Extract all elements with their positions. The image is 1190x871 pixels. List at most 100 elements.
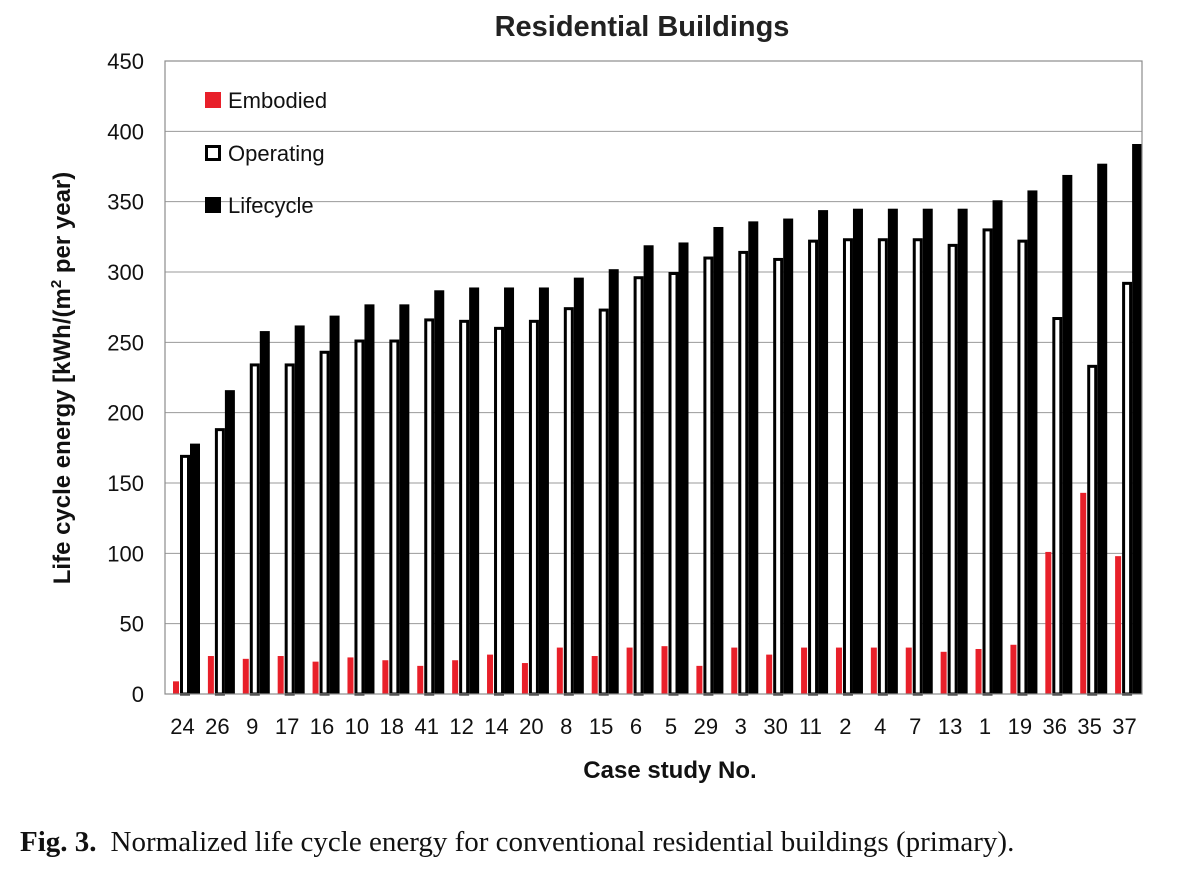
bar-operating [703, 256, 714, 696]
x-tick-label: 18 [380, 714, 404, 739]
bar-operating [494, 326, 505, 696]
x-tick-label: 8 [560, 714, 572, 739]
y-tick-label: 450 [107, 49, 144, 74]
y-tick-label: 100 [107, 541, 144, 566]
bar-embodied [1045, 551, 1052, 694]
legend-label-operating: Operating [228, 141, 325, 166]
bar-operating [528, 319, 539, 696]
x-tick-label: 10 [345, 714, 369, 739]
bar-embodied [835, 647, 842, 694]
chart: Residential Buildings 050100150200250300… [48, 11, 1143, 784]
y-tick-label: 0 [132, 682, 144, 707]
x-tick-label: 29 [694, 714, 718, 739]
bar-operating [284, 363, 295, 696]
figure-caption: Fig. 3. Normalized life cycle energy for … [20, 826, 1180, 859]
bar-operating [773, 257, 784, 696]
y-tick-label: 300 [107, 260, 144, 285]
bar-operating [563, 307, 574, 696]
bar-operating [912, 238, 923, 696]
bar-lifecycle [504, 287, 515, 694]
x-tick-label: 37 [1112, 714, 1136, 739]
bar-lifecycle [887, 208, 898, 694]
bar-embodied [487, 654, 494, 694]
bar-embodied [347, 657, 354, 694]
x-tick-label: 20 [519, 714, 543, 739]
y-tick-label: 50 [120, 612, 144, 637]
bar-embodied [242, 658, 249, 694]
legend-swatch-embodied [205, 92, 221, 108]
bar-embodied [661, 646, 668, 694]
bars [173, 143, 1143, 696]
bar-operating [842, 238, 853, 696]
bar-lifecycle [538, 287, 549, 694]
bar-embodied [975, 648, 982, 694]
bar-operating [738, 250, 749, 696]
bar-operating [877, 238, 888, 696]
bar-operating [249, 363, 260, 696]
y-axis-label-superscript: 2 [48, 280, 65, 288]
bar-embodied [1115, 556, 1122, 694]
bar-embodied [696, 665, 703, 694]
x-tick-label: 7 [909, 714, 921, 739]
bar-embodied [277, 656, 284, 694]
x-axis-label: Case study No. [583, 757, 756, 784]
bar-operating [1087, 364, 1098, 696]
bar-operating [424, 318, 435, 696]
bar-embodied [173, 681, 179, 694]
caption-label: Fig. 3. [20, 826, 97, 858]
x-tick-label: 19 [1008, 714, 1032, 739]
x-tick-label: 36 [1043, 714, 1067, 739]
bar-embodied [417, 665, 424, 694]
bar-embodied [870, 647, 877, 694]
bar-lifecycle [678, 242, 689, 694]
bar-operating [319, 350, 330, 696]
x-tick-label: 14 [484, 714, 508, 739]
bar-lifecycle [434, 290, 445, 694]
y-tick-label: 350 [107, 190, 144, 215]
bar-lifecycle [294, 325, 305, 694]
x-tick-label: 2 [839, 714, 851, 739]
bar-lifecycle [643, 245, 654, 695]
x-tick-label: 24 [170, 714, 194, 739]
x-tick-label: 3 [735, 714, 747, 739]
x-tick-label: 12 [449, 714, 473, 739]
bar-operating [1052, 317, 1063, 696]
y-axis-ticks: 0 50 100 150 200 250 300 350 400 450 [107, 49, 144, 707]
x-tick-label: 13 [938, 714, 962, 739]
bar-embodied [382, 660, 389, 694]
x-tick-label: 30 [763, 714, 787, 739]
bar-lifecycle [1132, 143, 1143, 694]
bar-operating [947, 243, 958, 696]
y-tick-label: 250 [107, 330, 144, 355]
bar-operating [459, 319, 470, 696]
legend: Embodied Operating Lifecycle [205, 88, 327, 218]
bar-embodied [801, 647, 808, 694]
bar-operating [1017, 239, 1028, 696]
bar-embodied [1080, 492, 1087, 694]
bar-operating [180, 454, 190, 696]
bar-lifecycle [259, 331, 270, 694]
bar-lifecycle [852, 208, 863, 694]
bar-operating [214, 428, 225, 696]
bar-embodied [940, 651, 947, 694]
x-tick-label: 1 [979, 714, 991, 739]
bar-lifecycle [329, 315, 340, 694]
legend-label-lifecycle: Lifecycle [228, 193, 314, 218]
x-tick-label: 9 [246, 714, 258, 739]
bar-lifecycle [1062, 174, 1073, 694]
bar-embodied [766, 654, 773, 694]
bar-operating [389, 339, 400, 696]
bar-embodied [207, 656, 214, 694]
bar-lifecycle [922, 208, 933, 694]
bar-embodied [452, 660, 459, 694]
bar-operating [808, 239, 819, 696]
x-tick-label: 6 [630, 714, 642, 739]
bar-lifecycle [364, 304, 375, 694]
bar-lifecycle [224, 390, 235, 694]
x-tick-label: 11 [799, 714, 822, 739]
bar-embodied [312, 661, 319, 694]
bar-lifecycle [713, 226, 724, 694]
bar-embodied [1010, 644, 1017, 694]
x-tick-label: 26 [205, 714, 229, 739]
bar-embodied [731, 647, 738, 694]
